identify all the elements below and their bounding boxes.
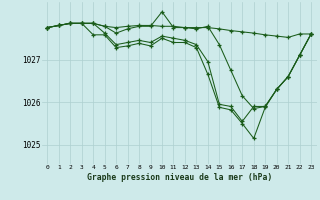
X-axis label: Graphe pression niveau de la mer (hPa): Graphe pression niveau de la mer (hPa)	[87, 173, 272, 182]
